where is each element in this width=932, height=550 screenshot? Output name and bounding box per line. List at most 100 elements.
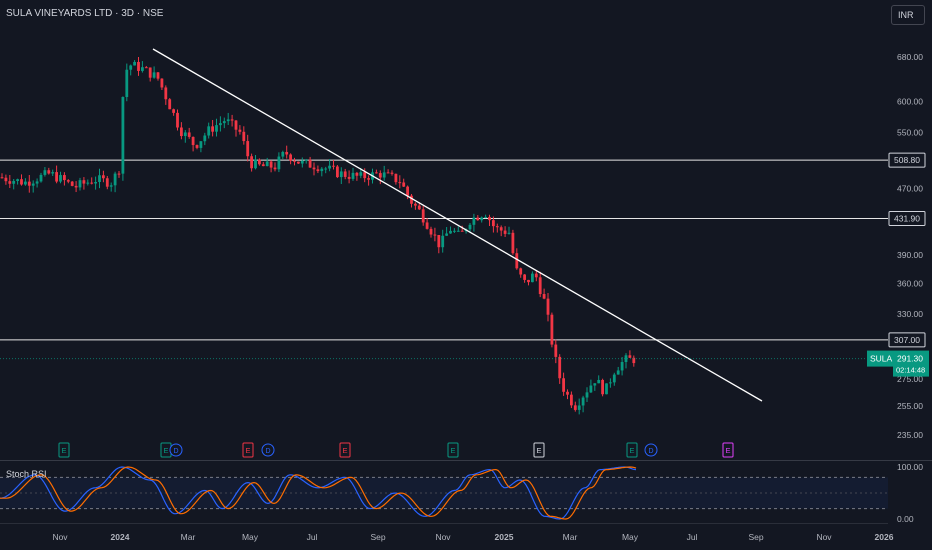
- oscillator-tick-label: 100.00: [897, 462, 923, 472]
- candle-body: [98, 175, 101, 182]
- earnings-marker-label: E: [726, 446, 731, 455]
- time-tick-label: Nov: [52, 532, 68, 542]
- candle-body: [164, 87, 168, 100]
- candle-body: [394, 173, 398, 183]
- candle-body: [605, 383, 608, 395]
- candle-body: [628, 355, 632, 358]
- price-tick-label: 390.00: [897, 250, 923, 260]
- candle-body: [246, 141, 250, 157]
- candle-body: [203, 135, 207, 142]
- dividend-marker-label: D: [266, 448, 271, 455]
- candle-body: [527, 279, 530, 283]
- oscillator-tick-label: 0.00: [897, 514, 914, 524]
- candle-body: [191, 136, 195, 146]
- candle-body: [414, 203, 417, 206]
- stoch-band: [0, 477, 888, 509]
- candle-body: [495, 226, 499, 228]
- candle-body: [261, 164, 265, 167]
- price-tick-label: 330.00: [897, 309, 923, 319]
- candle-body: [51, 172, 55, 174]
- candle-body: [82, 180, 86, 184]
- candle-body: [258, 159, 261, 165]
- candle-body: [562, 378, 565, 392]
- candle-body: [300, 160, 304, 164]
- candle-body: [554, 344, 558, 357]
- dividend-marker-label: D: [174, 448, 179, 455]
- candle-body: [304, 159, 308, 161]
- candle-body: [74, 185, 78, 188]
- candle-body: [59, 175, 62, 182]
- candle-body: [507, 232, 511, 234]
- time-tick-label: 2026: [875, 532, 894, 542]
- currency-button[interactable]: INR: [891, 5, 925, 25]
- candle-body: [324, 168, 328, 170]
- candle-body: [581, 397, 585, 406]
- candle-body: [390, 172, 394, 174]
- candle-body: [308, 159, 312, 168]
- last-price-tag: [893, 350, 929, 377]
- candle-body: [219, 123, 222, 126]
- candle-body: [336, 166, 339, 178]
- dividend-marker: [169, 443, 183, 457]
- time-tick-label: Sep: [370, 532, 385, 542]
- time-tick-label: Mar: [563, 532, 578, 542]
- time-tick-label: Jul: [687, 532, 698, 542]
- time-tick-label: Nov: [435, 532, 451, 542]
- candle-body: [499, 227, 503, 231]
- candle-body: [31, 183, 35, 186]
- candle-body: [222, 121, 226, 124]
- oscillator-label: Stoch RSI: [6, 469, 47, 479]
- candle-body: [137, 61, 140, 71]
- candle-body: [593, 383, 597, 386]
- symbol-label: SULA: [870, 354, 893, 364]
- candle-body: [125, 69, 129, 98]
- candle-body: [47, 170, 51, 174]
- dividend-marker-label: D: [649, 448, 654, 455]
- candle-body: [168, 99, 172, 110]
- candle-body: [12, 181, 16, 184]
- time-tick-label: Mar: [181, 532, 196, 542]
- symbol-tag: [867, 350, 893, 367]
- candle-body: [534, 273, 538, 278]
- candle-body: [152, 72, 156, 78]
- candle-body: [339, 171, 343, 178]
- candle-body: [609, 382, 612, 384]
- candle-body: [8, 181, 12, 184]
- time-tick-label: Sep: [748, 532, 763, 542]
- candle-body: [332, 165, 335, 167]
- earnings-marker-label: E: [62, 446, 67, 455]
- candle-body: [589, 385, 593, 393]
- horizontal-level-tag: [888, 332, 926, 348]
- stoch-k-line: [0, 466, 637, 520]
- earnings-marker: [339, 442, 351, 458]
- candle-body: [133, 61, 136, 66]
- earnings-marker-label: E: [164, 446, 169, 455]
- candle-body: [515, 253, 519, 269]
- candle-body: [160, 78, 164, 88]
- candle-body: [445, 233, 448, 236]
- time-tick-label: 2025: [495, 532, 514, 542]
- candle-body: [429, 228, 433, 235]
- candle-body: [488, 216, 491, 221]
- candle-body: [577, 405, 581, 410]
- dividend-marker: [644, 443, 658, 457]
- candle-body: [199, 141, 203, 148]
- candle-body: [117, 173, 121, 175]
- candle-body: [121, 97, 125, 174]
- candle-body: [102, 175, 105, 179]
- candle-body: [620, 362, 624, 371]
- trendline: [152, 48, 763, 402]
- candle-body: [207, 126, 211, 136]
- candle-body: [35, 181, 39, 184]
- candle-body: [273, 167, 277, 170]
- candle-body: [265, 161, 269, 167]
- horizontal-level-label: 508.80: [894, 155, 920, 165]
- candle-body: [187, 132, 191, 137]
- candle-body: [63, 175, 66, 181]
- horizontal-level-label: 307.00: [894, 335, 920, 345]
- price-tick-label: 550.00: [897, 127, 923, 137]
- candle-body: [43, 170, 47, 175]
- candle-body: [180, 127, 183, 137]
- candle-body: [456, 230, 460, 232]
